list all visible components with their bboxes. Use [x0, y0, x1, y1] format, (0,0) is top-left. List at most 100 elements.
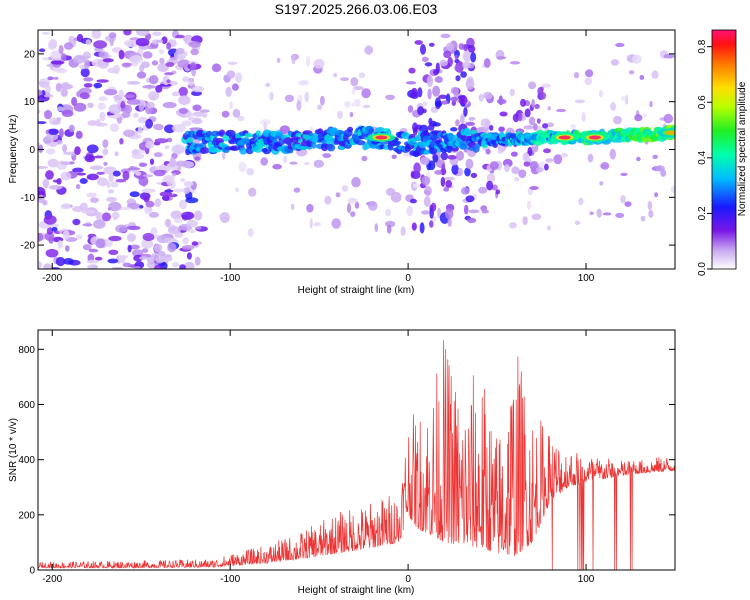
spectrogram-blob [84, 154, 96, 163]
spectrogram-blob [181, 211, 195, 220]
spectrogram-blob [123, 30, 132, 36]
spectrogram-blob [470, 172, 478, 178]
spectrogram-blob [385, 94, 395, 101]
spectrogram-blob [174, 232, 184, 238]
spectrogram-blob [430, 106, 439, 113]
spectrogram-blob [489, 124, 494, 131]
spectrogram-blob [180, 178, 186, 183]
spectrogram-blob [109, 36, 114, 47]
spectrogram-blob [654, 192, 659, 198]
spectrogram-blob [172, 124, 186, 133]
spectrogram-blob [149, 158, 155, 165]
spectrogram-blob [61, 109, 74, 117]
spectrogram-blob [73, 54, 86, 64]
spectrogram-blob [465, 195, 475, 203]
snr-frame [37, 329, 676, 571]
spectrogram-blob [142, 85, 156, 89]
spectrogram-blob [192, 85, 205, 93]
spectrogram-blob [219, 212, 230, 223]
spectrogram-blob [85, 39, 92, 46]
spectrogram-blob [154, 198, 162, 208]
spectrogram-blob [129, 244, 140, 250]
spectrogram-blob [173, 188, 185, 193]
spectrogram-blob [153, 243, 163, 253]
spectrogram-blob [460, 115, 465, 125]
spectrogram-blob [558, 135, 571, 140]
spectrogram-blob [406, 205, 414, 217]
spectrogram-blob [76, 172, 87, 176]
spectrogram-blob [86, 173, 99, 181]
spectrogram-blob [55, 82, 62, 92]
spectrogram-blob [358, 72, 366, 78]
spectrogram-blob [48, 236, 54, 244]
spectrogram-blob [467, 217, 477, 224]
spectrogram-blob [154, 138, 169, 144]
spectrogram-blob [93, 219, 106, 229]
spectrogram-blob [470, 52, 477, 63]
spectrogram-blob [293, 187, 301, 193]
spectrogram-blob [153, 123, 164, 131]
spectrogram-blob [134, 266, 141, 269]
spectrogram-blob [87, 102, 94, 109]
spectrogram-blob [86, 259, 100, 264]
spectrogram-blob [83, 77, 94, 82]
spectrogram-blob [457, 167, 463, 176]
spectrogram-blob [86, 144, 99, 154]
spectrogram-blob [38, 109, 41, 114]
spectrogram-blob [374, 223, 379, 233]
spectrogram-blob [636, 156, 641, 162]
spectrogram-blob [426, 75, 434, 88]
spectrogram-blob [413, 162, 421, 174]
spectrogram-blob [138, 176, 149, 187]
spectrogram-blob [71, 96, 78, 106]
spectrogram-blob [127, 244, 132, 253]
spectrogram-blob [226, 70, 236, 79]
spectrogram-blob [526, 200, 532, 210]
spectrogram-blob [651, 70, 659, 79]
spectrogram-blob [175, 47, 185, 55]
spectrogram-blob [42, 200, 48, 206]
spectrogram-blob [412, 183, 420, 188]
spectrogram-blob [434, 170, 444, 175]
snr-panel: -200 -100 0 100 0 200 400 600 800 Height of stra… [8, 329, 676, 596]
spectrogram-blob [169, 157, 176, 168]
spectrogram-blob [438, 94, 448, 100]
spectrogram-blob [189, 127, 203, 131]
spectrogram-blob [153, 152, 163, 158]
spectrogram-blob [186, 137, 194, 144]
spectrogram-blob [127, 167, 141, 171]
spectrogram-blob [394, 141, 400, 147]
spectrogram-blob [428, 42, 435, 47]
spectrogram-blob [81, 209, 95, 214]
spectrogram-blob [535, 167, 544, 173]
spectrogram-blob [419, 222, 425, 234]
spectrogram-blob [56, 106, 64, 112]
spectrogram-blob [463, 106, 468, 117]
spectrogram-blob [94, 155, 104, 159]
spectrogram-blob [123, 40, 133, 46]
spectrogram-blob [427, 88, 432, 100]
spectrogram-blob [481, 209, 489, 214]
spectrogram-blob [97, 102, 106, 110]
spectrogram-blob [384, 220, 396, 228]
spectrogram-blob [194, 256, 201, 266]
spectrogram-blob [60, 203, 71, 210]
spectrogram-blob [420, 156, 430, 166]
spectrogram-blob [177, 59, 191, 68]
spectrogram-blob [450, 146, 459, 152]
spectrogram-blob [447, 155, 457, 160]
spectrogram-blob [51, 227, 58, 232]
spectrogram-blob [265, 82, 271, 87]
spectrogram-blob [112, 170, 121, 177]
snr-x-tick-label: 100 [578, 574, 595, 585]
spectrogram-blob [434, 76, 443, 83]
spectrogram-blob [534, 104, 540, 109]
spectrogram-blob [520, 98, 526, 107]
spectrogram-blob [159, 49, 164, 55]
spectrogram-blob [504, 164, 510, 173]
colorbar-tick-label: 0.0 [697, 262, 708, 276]
spectrogram-y-tick-label: 20 [24, 49, 36, 60]
spectrogram-blob [75, 234, 83, 240]
spectrogram-blob [295, 132, 302, 137]
